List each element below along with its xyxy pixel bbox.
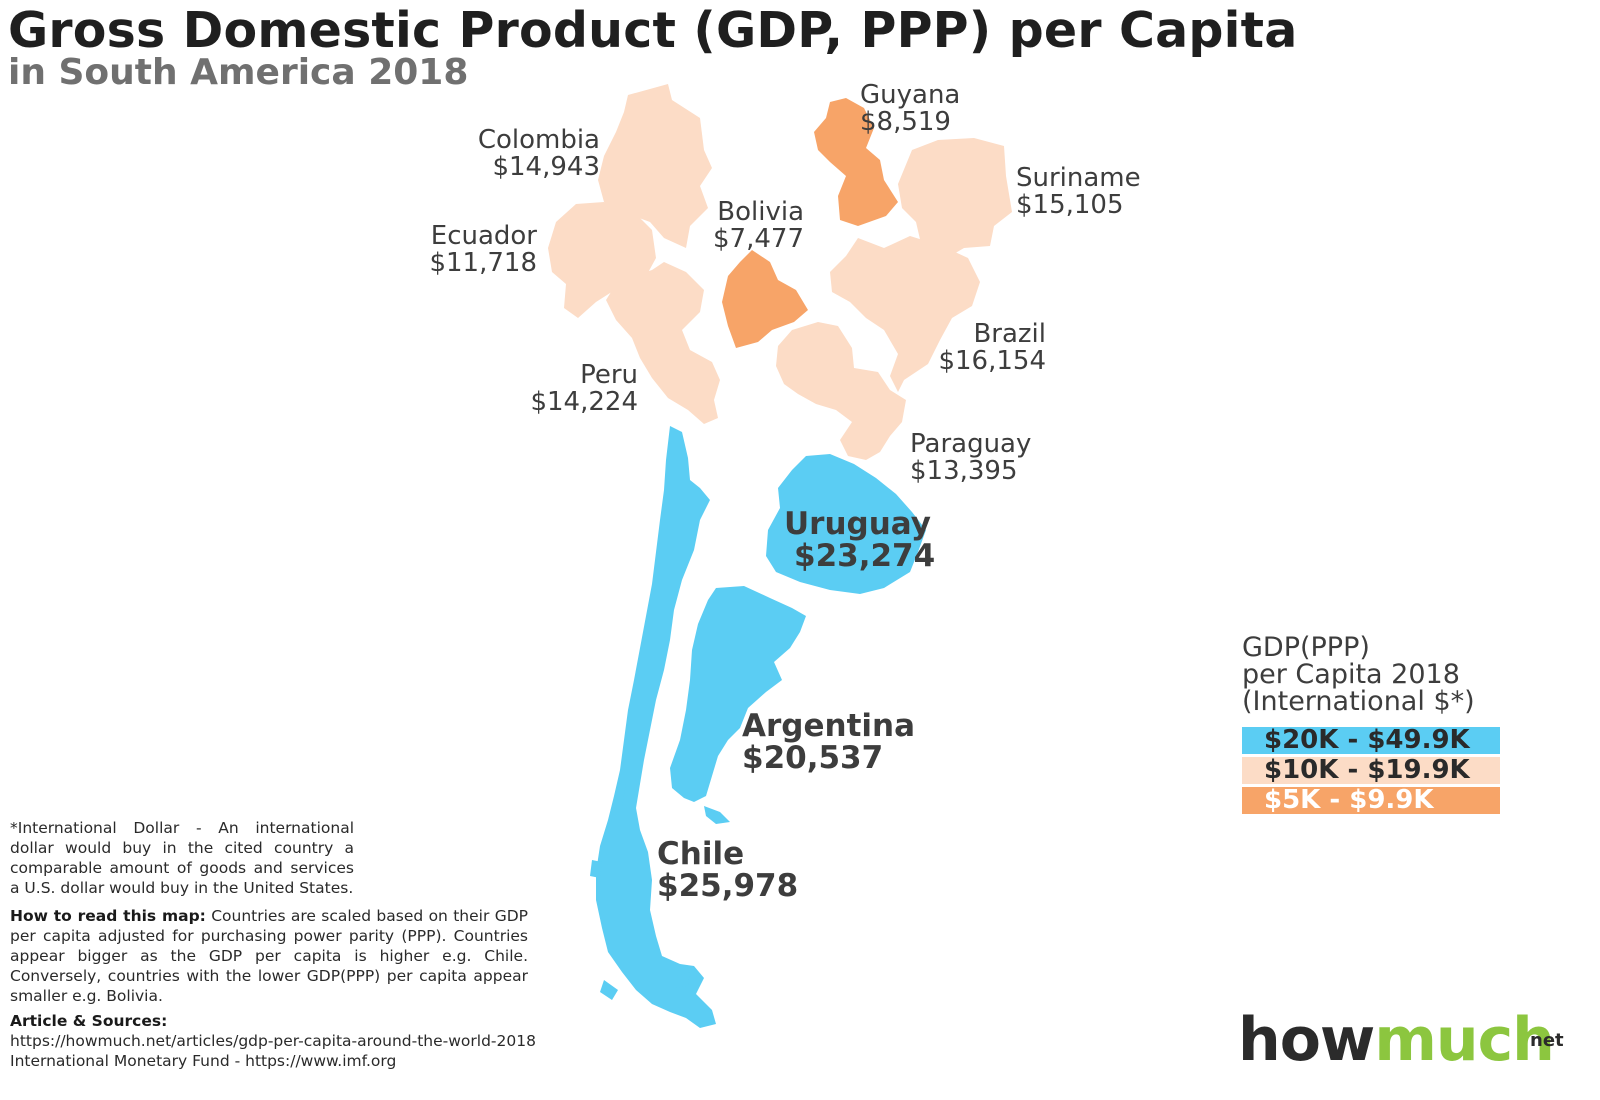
country-name: Uruguay xyxy=(784,506,931,542)
country-name: Peru xyxy=(580,360,638,390)
country-gdp: $23,274 xyxy=(794,538,936,575)
country-label-paraguay: Paraguay $13,395 xyxy=(910,429,1032,487)
legend-title: GDP(PPP) per Capita 2018 (International … xyxy=(1242,634,1500,715)
source-link-imf[interactable]: International Monetary Fund - https://ww… xyxy=(10,1052,397,1070)
footnote-international-dollar: *International Dollar - An international… xyxy=(10,819,354,897)
country-name: Bolivia xyxy=(717,197,804,227)
logo-suffix-net: net xyxy=(1530,1030,1564,1051)
map-title: Gross Domestic Product (GDP, PPP) per Ca… xyxy=(8,2,1298,59)
country-shape-chile[interactable] xyxy=(596,426,716,1028)
country-shape-ecuador[interactable] xyxy=(548,202,656,318)
country-label-uruguay: Uruguay $23,274 xyxy=(784,506,936,575)
logo-text-how: how xyxy=(1238,1005,1375,1075)
legend-item-high: $20K - $49.9K xyxy=(1242,727,1500,754)
country-shape-argentina-tip xyxy=(704,806,730,824)
legend-title-line: per Capita 2018 xyxy=(1242,659,1460,690)
country-gdp: $16,154 xyxy=(938,346,1046,377)
how-to-read-text: Countries are scaled based on their GDP … xyxy=(10,907,528,1005)
country-shape-chile-fragment xyxy=(622,782,634,806)
country-label-guyana: Guyana $8,519 xyxy=(860,80,961,138)
country-gdp: $7,477 xyxy=(713,224,804,255)
country-gdp: $15,105 xyxy=(1016,190,1124,221)
country-shape-guyana[interactable] xyxy=(814,98,898,226)
country-gdp: $8,519 xyxy=(860,107,951,138)
country-gdp: $20,537 xyxy=(742,740,884,777)
country-name: Ecuador xyxy=(430,221,537,251)
country-name: Colombia xyxy=(477,125,600,155)
country-gdp: $11,718 xyxy=(429,248,537,279)
country-shape-argentina[interactable] xyxy=(670,586,806,802)
country-label-suriname: Suriname $15,105 xyxy=(1016,163,1141,221)
country-label-ecuador: Ecuador $11,718 xyxy=(396,221,537,279)
country-shape-peru[interactable] xyxy=(606,262,720,424)
country-name: Guyana xyxy=(860,80,961,110)
country-name: Paraguay xyxy=(910,429,1032,459)
country-label-colombia: Colombia $14,943 xyxy=(440,125,600,183)
country-name: Chile xyxy=(657,836,745,872)
country-name: Argentina xyxy=(742,708,915,744)
country-shape-chile-fragment xyxy=(590,860,602,878)
country-label-argentina: Argentina $20,537 xyxy=(742,708,915,777)
country-shape-brazil[interactable] xyxy=(830,236,980,392)
country-gdp: $14,224 xyxy=(530,387,638,418)
how-to-read-heading: How to read this map: xyxy=(10,907,206,925)
map-legend: GDP(PPP) per Capita 2018 (International … xyxy=(1242,634,1500,817)
country-shape-colombia[interactable] xyxy=(598,84,712,248)
country-label-bolivia: Bolivia $7,477 xyxy=(700,197,804,255)
legend-title-line: GDP(PPP) xyxy=(1242,632,1370,663)
country-gdp: $25,978 xyxy=(657,868,799,905)
legend-title-line: (International $*) xyxy=(1242,686,1475,717)
country-label-chile: Chile $25,978 xyxy=(657,836,799,905)
country-shape-suriname[interactable] xyxy=(898,138,1012,262)
howmuch-logo: howmuch xyxy=(1238,1010,1555,1070)
sources-block: Article & Sources: https://howmuch.net/a… xyxy=(10,1011,536,1071)
country-shape-chile-fragment xyxy=(600,980,618,1000)
sources-heading: Article & Sources: xyxy=(10,1012,168,1030)
source-link-article[interactable]: https://howmuch.net/articles/gdp-per-cap… xyxy=(10,1032,536,1050)
country-label-brazil: Brazil $16,154 xyxy=(930,319,1046,377)
legend-item-mid: $10K - $19.9K xyxy=(1242,757,1500,784)
country-shape-chile-fragment xyxy=(676,972,690,988)
country-name: Brazil xyxy=(973,319,1046,349)
country-shape-uruguay[interactable] xyxy=(766,454,926,594)
country-name: Suriname xyxy=(1016,163,1141,193)
country-label-peru: Peru $14,224 xyxy=(500,360,638,418)
country-gdp: $14,943 xyxy=(492,152,600,183)
legend-item-low: $5K - $9.9K xyxy=(1242,787,1500,814)
country-gdp: $13,395 xyxy=(910,456,1018,487)
country-shape-bolivia[interactable] xyxy=(722,250,808,348)
map-subtitle: in South America 2018 xyxy=(8,52,469,93)
logo-text-much: much xyxy=(1374,1005,1555,1075)
country-shape-paraguay[interactable] xyxy=(776,322,906,460)
how-to-read-note: How to read this map: Countries are scal… xyxy=(10,906,528,1006)
